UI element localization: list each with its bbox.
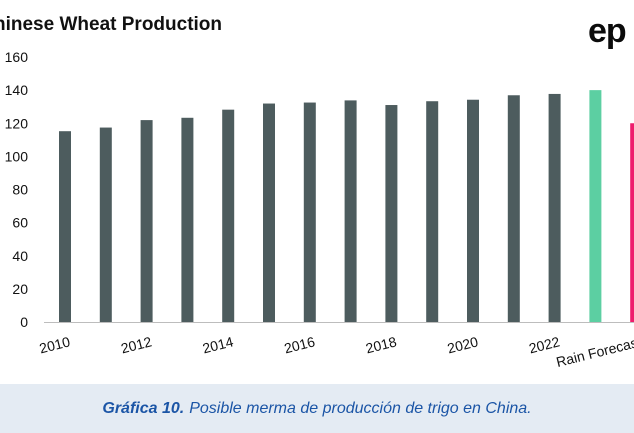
caption-label: Gráfica 10. xyxy=(102,399,185,417)
y-tick-label: 120 xyxy=(5,115,29,131)
bar-series xyxy=(59,90,634,323)
y-tick-label: 140 xyxy=(5,82,29,98)
bar-2020 xyxy=(467,99,479,322)
x-tick-label: Rain Forecast xyxy=(554,333,634,370)
bar-2012 xyxy=(140,120,153,323)
caption-text: Posible merma de producción de trigo en … xyxy=(189,399,532,417)
chart-card: hinese Wheat Production ep 0 20 40 60 80 100 1… xyxy=(0,0,634,384)
chart-title: hinese Wheat Production xyxy=(0,14,223,35)
y-tick-label: 160 xyxy=(5,49,29,65)
bar-2014 xyxy=(222,109,235,322)
bar-2019 xyxy=(426,101,439,322)
x-tick-label: 2022 xyxy=(527,333,561,356)
bar-2015 xyxy=(263,103,275,323)
x-tick-label: 2016 xyxy=(282,333,316,356)
y-tick-label: 60 xyxy=(12,215,28,231)
bar-rain-forecast xyxy=(630,123,634,322)
x-tick-label: 2012 xyxy=(119,333,153,356)
x-tick-label: 2014 xyxy=(201,333,235,356)
x-tick-label: 2020 xyxy=(446,333,480,356)
bar-2013 xyxy=(181,117,194,322)
bar-2010 xyxy=(59,131,71,322)
y-tick-label: 40 xyxy=(12,248,28,264)
y-tick-label: 0 xyxy=(20,314,28,330)
bar-2022 xyxy=(548,93,561,322)
y-axis: 0 20 40 60 80 100 120 140 160 xyxy=(5,49,29,330)
y-tick-label: 80 xyxy=(12,182,28,198)
x-tick-label: 2018 xyxy=(364,333,398,356)
bar-2011 xyxy=(99,127,112,323)
figure-caption: Gráfica 10. Posible merma de producción … xyxy=(0,384,634,433)
bar-2021 xyxy=(507,95,520,323)
y-tick-label: 100 xyxy=(5,148,29,164)
bar-2017 xyxy=(344,100,357,322)
bar-2018 xyxy=(385,105,398,322)
brand-logo: ep xyxy=(588,12,627,50)
x-tick-label: 2010 xyxy=(38,333,72,356)
bar-2023 xyxy=(589,90,602,322)
y-tick-label: 20 xyxy=(12,281,28,297)
bar-2016 xyxy=(303,102,316,322)
